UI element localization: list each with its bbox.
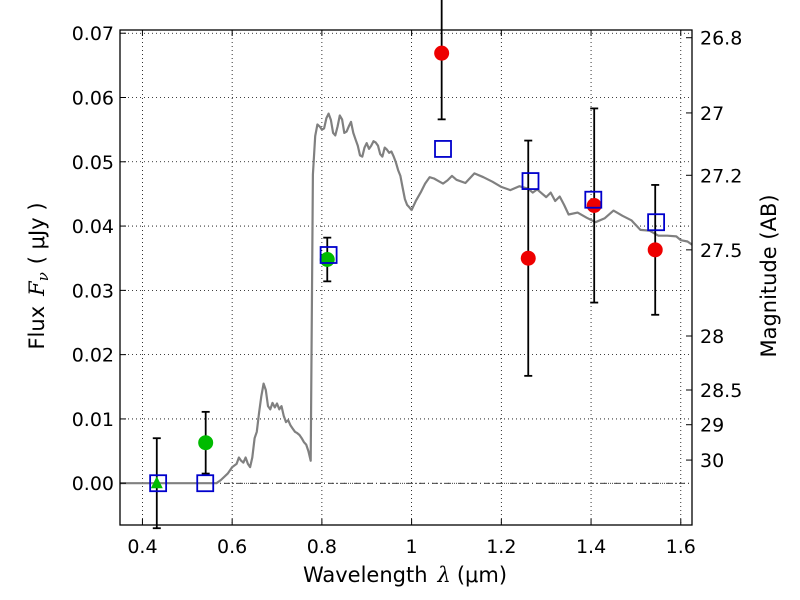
x-axis-unit: (μm) — [457, 563, 507, 587]
error-bars — [152, 0, 660, 530]
y-tick-label: 0.05 — [72, 152, 114, 174]
y2-tick-label: 26.8 — [700, 28, 742, 50]
y-tick-label: 0.04 — [72, 216, 114, 238]
space-point — [434, 45, 450, 61]
y-axis-label: Flux Fν ( μJy ) — [25, 202, 52, 349]
y2-tick-label: 27.5 — [700, 240, 742, 262]
x-tick-label: 1.4 — [576, 536, 606, 558]
model-square-point — [434, 140, 452, 158]
x-tick-label: 0.4 — [127, 536, 157, 558]
y-tick-label: 0.07 — [72, 23, 114, 45]
y2-tick-label: 28 — [700, 326, 724, 348]
y2-tick-label: 30 — [700, 450, 724, 472]
y-tick-label: 0.06 — [72, 88, 114, 110]
x-tick-label: 1.6 — [666, 536, 696, 558]
model-sed-curve — [120, 112, 693, 485]
markers — [149, 45, 666, 493]
ground-point — [198, 435, 214, 451]
x-axis-label: Wavelength λ (μm) — [303, 563, 507, 587]
y2-tick-label: 27.2 — [700, 165, 742, 187]
y-tick-label: 0.01 — [72, 409, 114, 431]
y-axis-label-text: Flux — [25, 306, 49, 350]
model-square-point — [521, 172, 540, 190]
space-point — [586, 198, 602, 213]
y-axis-symbol: F — [25, 280, 49, 297]
ground-point — [319, 252, 335, 267]
model-square-point — [584, 190, 603, 209]
x-axis-symbol: λ — [437, 563, 451, 587]
x-tick-label: 1.2 — [486, 536, 516, 558]
y2-tick-label: 27 — [700, 103, 724, 125]
y-tick-label: 0.00 — [72, 473, 114, 495]
model-square-point — [319, 246, 338, 264]
space-point — [647, 242, 663, 258]
x-axis-label-text: Wavelength — [303, 563, 428, 587]
x-tick-label: 1 — [406, 536, 418, 558]
model-square-point — [149, 474, 168, 493]
model-sed-path — [120, 112, 693, 485]
y-axis-subscript: ν — [34, 272, 52, 281]
y-tick-label: 0.03 — [72, 280, 114, 302]
model-square-point — [196, 474, 215, 493]
y2-tick-label: 28.5 — [700, 380, 742, 402]
y-axis-unit: ( μJy ) — [25, 202, 49, 264]
model-square-point — [647, 213, 666, 232]
y2-tick-label: 29 — [700, 415, 724, 437]
y-tick-label: 0.02 — [72, 345, 114, 367]
y2-axis-label: Magnitude (AB) — [757, 194, 781, 357]
ground-triangle-point — [150, 476, 163, 489]
grid — [120, 30, 692, 525]
plot-frame — [119, 29, 693, 526]
axis-ticks: 0.4 0.6 0.8 1 1.2 1.4 1.6 0.00 0.01 0.02 0.03 0.04 0… — [72, 23, 743, 558]
space-point — [520, 250, 536, 266]
x-tick-label: 0.6 — [217, 536, 247, 558]
x-tick-label: 0.8 — [307, 536, 337, 558]
